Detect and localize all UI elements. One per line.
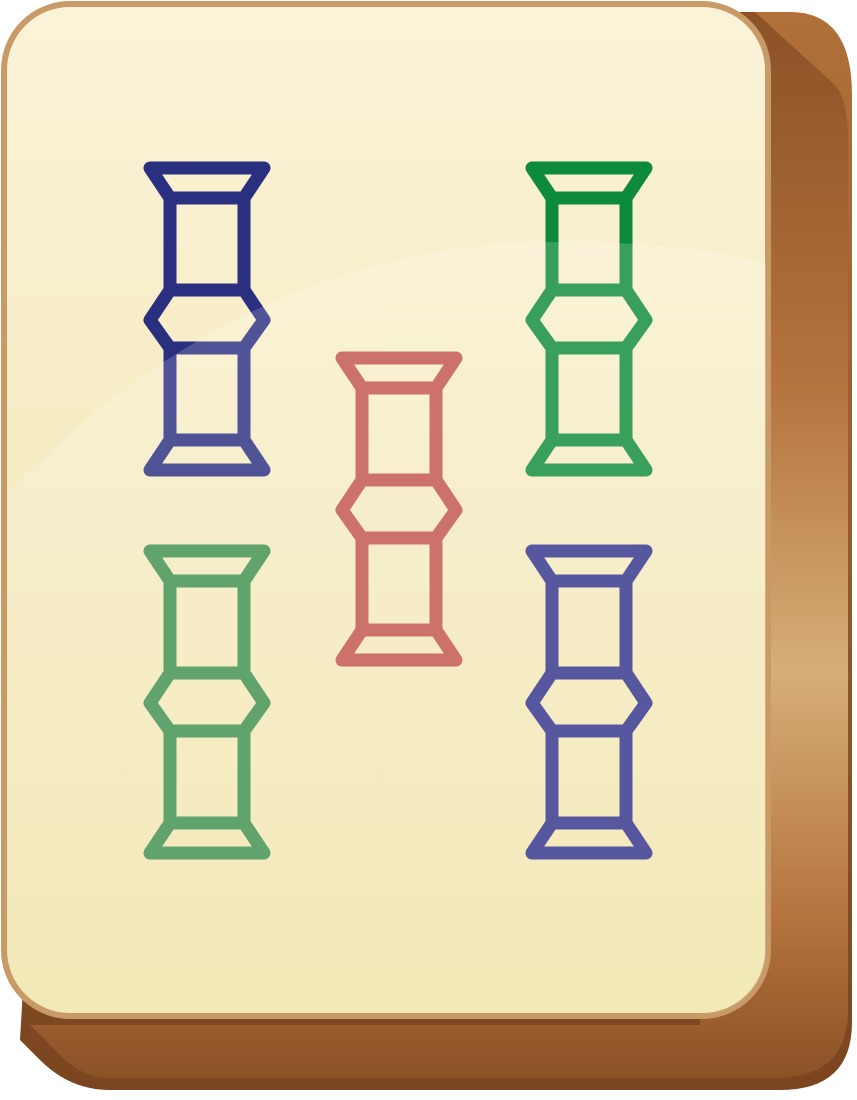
stick-center — [335, 351, 463, 667]
stick-bottom-right — [525, 544, 653, 860]
stick-top-left — [143, 161, 271, 477]
tile-gloss-highlight — [8, 241, 766, 1013]
stick-top-right — [525, 161, 653, 477]
bamboo-sticks — [143, 161, 653, 860]
tile-face — [1, 1, 771, 1019]
stick-bottom-left — [143, 544, 271, 860]
